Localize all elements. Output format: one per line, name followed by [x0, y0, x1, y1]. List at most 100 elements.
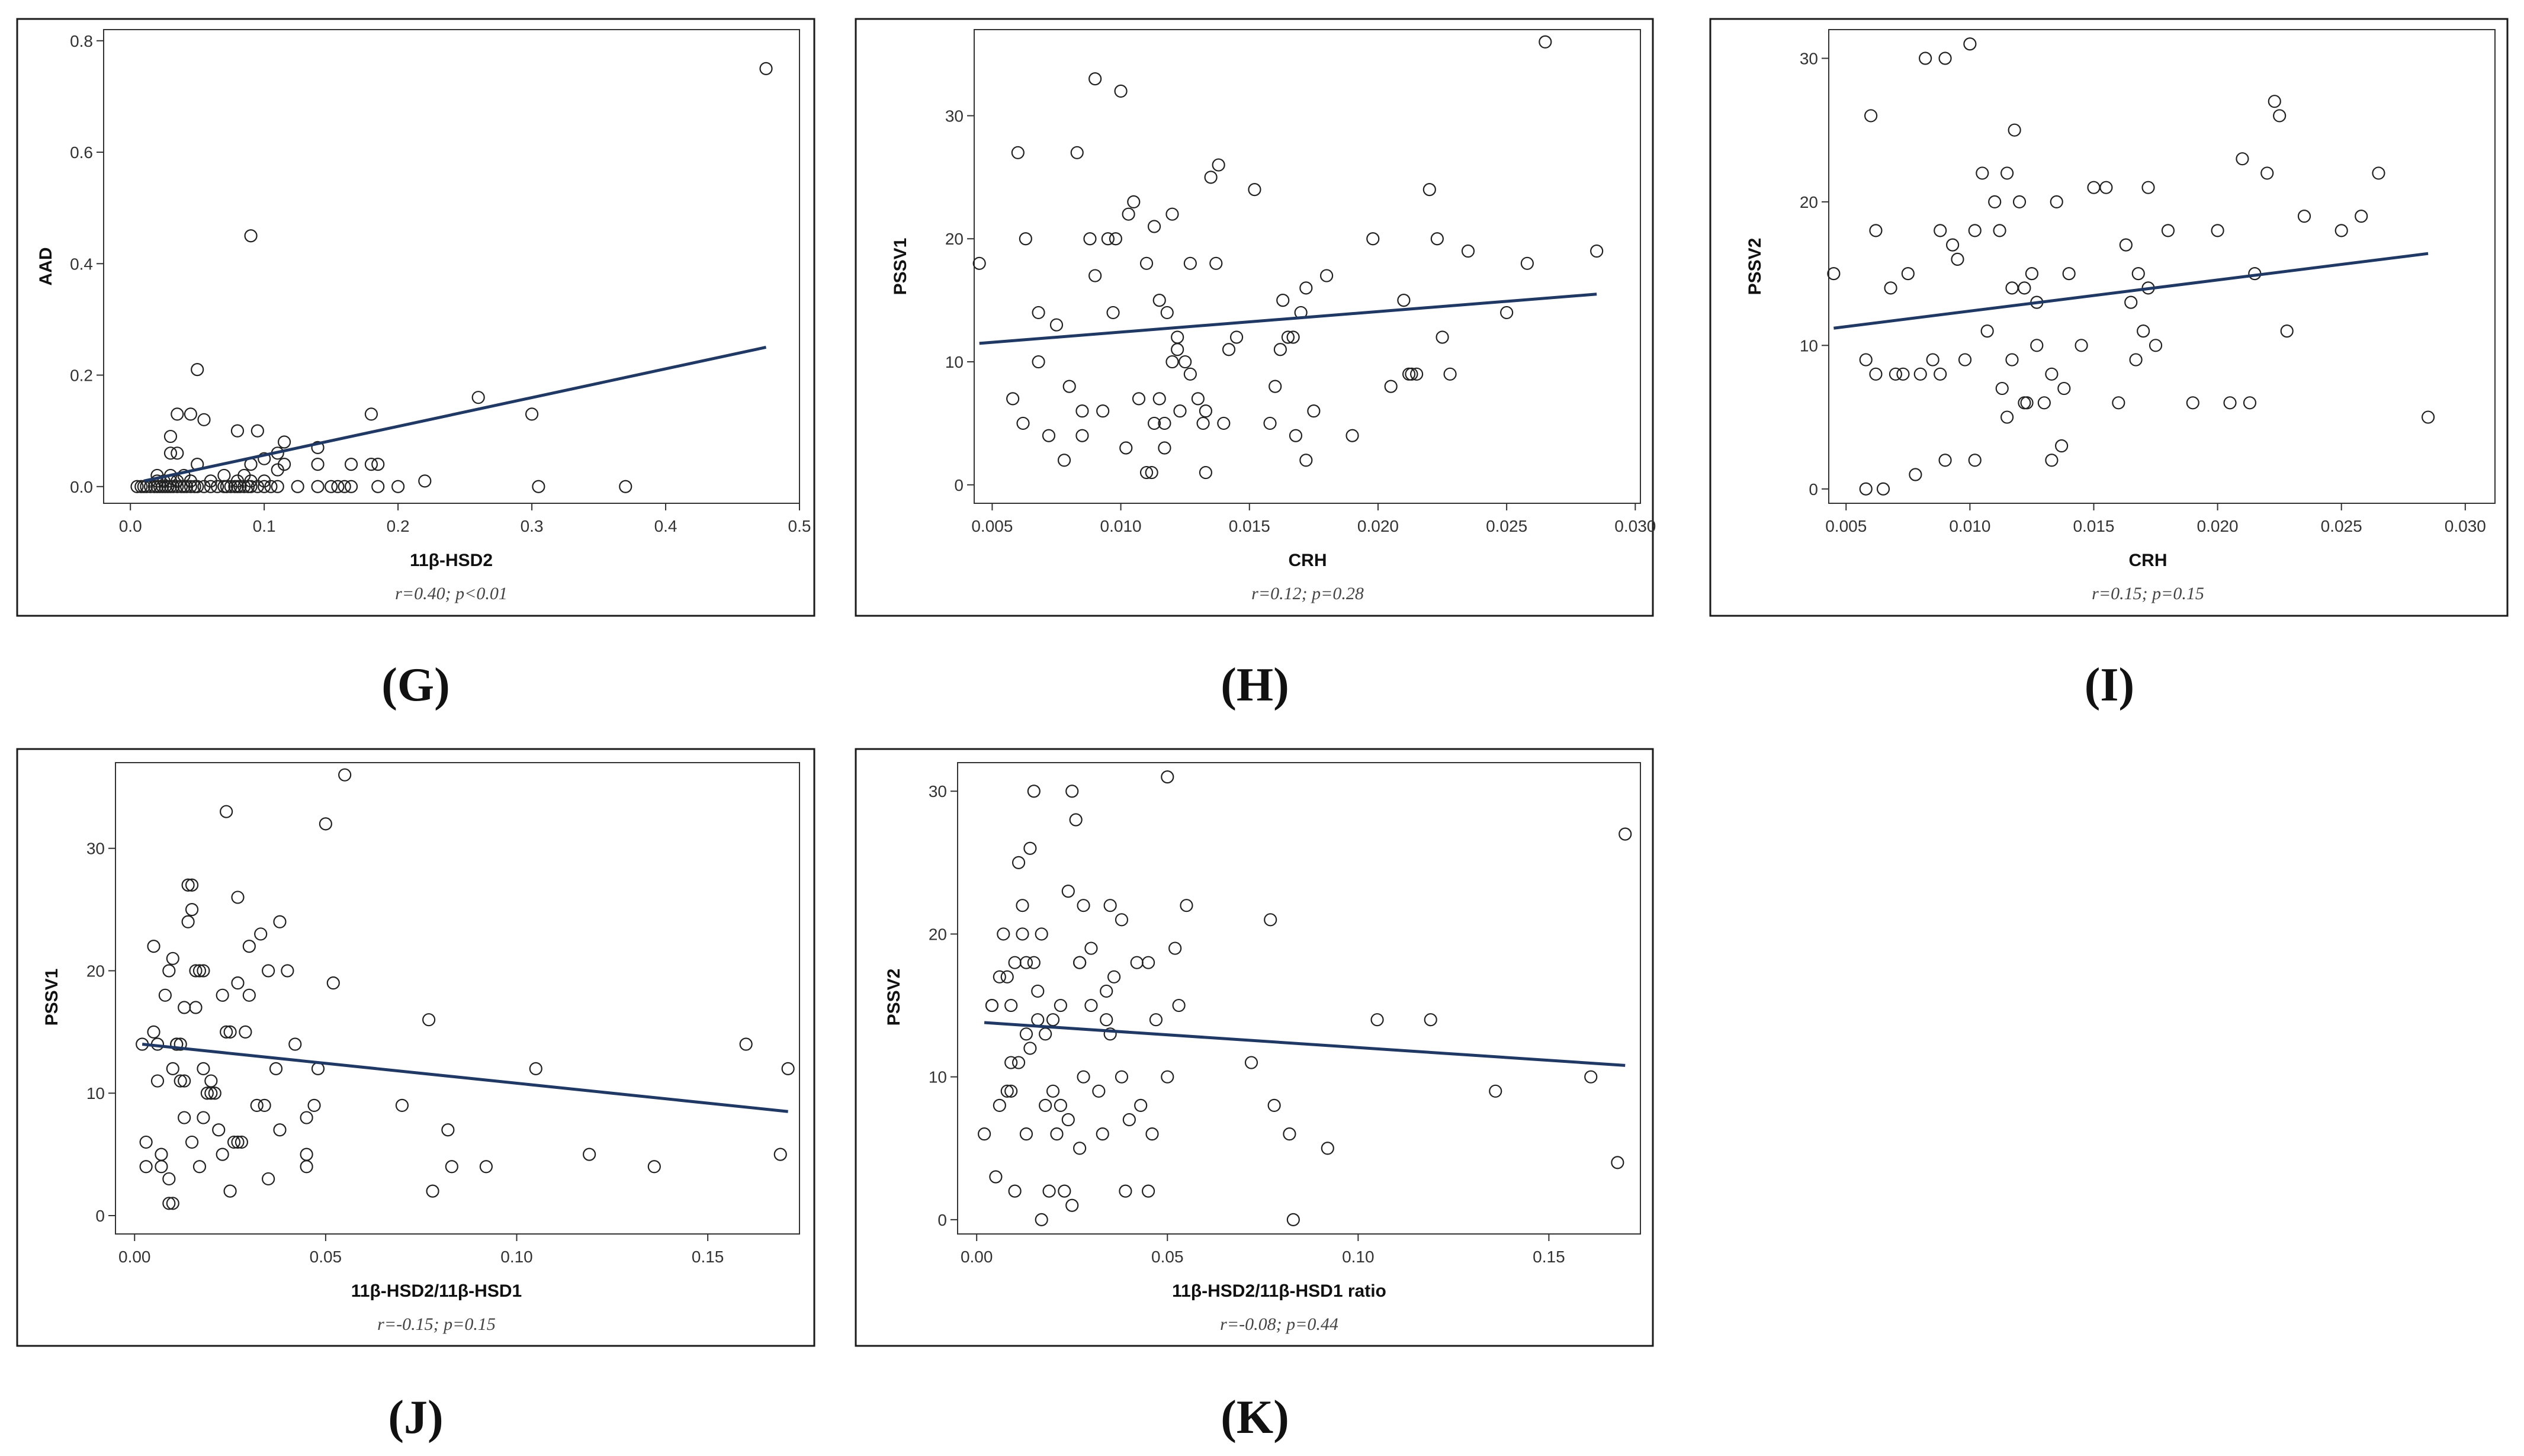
y-tick-label: 0.4	[70, 255, 93, 273]
data-point	[1092, 1084, 1106, 1098]
y-tick-label: 0	[954, 476, 964, 494]
correlation-stat: r=0.15; p=0.15	[2092, 584, 2204, 603]
data-point	[1539, 35, 1552, 49]
x-tick-label: 0.05	[1151, 1248, 1184, 1266]
data-point	[220, 1025, 233, 1039]
data-point	[242, 940, 256, 953]
data-point	[1161, 1070, 1174, 1084]
data-point	[1065, 1198, 1079, 1212]
data-point	[1070, 146, 1084, 159]
data-point	[1938, 454, 1952, 467]
data-point	[1934, 224, 1947, 237]
y-axis-ticks: 0 10 20 30	[945, 107, 974, 494]
data-point	[1152, 392, 1166, 406]
data-point	[184, 407, 197, 421]
data-point	[1204, 171, 1218, 184]
data-point	[281, 964, 294, 978]
correlation-stat: r=0.40; p<0.01	[395, 584, 508, 603]
data-point	[1158, 416, 1171, 430]
panel-i: 0.005 0.010 0.015 0.020 0.025 0.030 0 10 20 30 C…	[1709, 18, 2509, 711]
x-tick-label: 0.005	[1825, 517, 1867, 535]
scatter-points	[977, 770, 1632, 1226]
data-point	[1951, 252, 1964, 266]
data-point	[2012, 195, 2027, 209]
data-point	[216, 988, 229, 1002]
data-point	[155, 1148, 168, 1161]
x-tick-label: 0.0	[119, 517, 142, 535]
x-axis-label: 11β-HSD2	[410, 551, 493, 570]
data-point	[1023, 1042, 1037, 1055]
y-tick-label: 0.6	[70, 143, 93, 162]
data-point	[2099, 181, 2113, 194]
data-point	[1520, 256, 1534, 270]
data-point	[1096, 1127, 1109, 1141]
data-point	[985, 998, 999, 1013]
data-point	[1196, 416, 1210, 430]
x-tick-label: 0.005	[971, 517, 1013, 535]
data-point	[178, 1111, 191, 1124]
x-tick-label: 0.5	[788, 517, 811, 535]
y-axis-label: PSSV1	[891, 238, 910, 295]
data-point	[2421, 410, 2435, 424]
data-point	[1461, 244, 1475, 258]
data-point	[1147, 416, 1161, 430]
regression-line	[142, 1043, 788, 1113]
data-point	[307, 1098, 321, 1113]
x-axis-label: 11β-HSD2/11β-HSD1 ratio	[1172, 1281, 1386, 1301]
data-point	[1281, 330, 1295, 344]
data-point	[619, 480, 632, 493]
data-point	[1122, 207, 1135, 221]
data-point	[1054, 1098, 1068, 1113]
data-point	[271, 480, 284, 493]
data-point	[1035, 1213, 1048, 1226]
x-tick-label: 0.010	[1949, 517, 1990, 535]
data-point	[1183, 367, 1197, 381]
x-tick-label: 0.4	[654, 517, 677, 535]
data-point	[479, 1160, 493, 1174]
y-tick-label: 10	[929, 1068, 947, 1087]
data-point	[1299, 281, 1313, 295]
data-point	[189, 964, 203, 978]
data-point	[1134, 1098, 1148, 1113]
data-point	[1011, 856, 1026, 869]
data-point	[344, 480, 358, 493]
data-point	[1011, 1056, 1026, 1069]
y-tick-label: 0	[937, 1211, 947, 1229]
data-point	[191, 363, 204, 377]
data-point	[972, 256, 986, 270]
data-point	[1611, 1156, 1624, 1169]
data-point	[2018, 281, 2031, 295]
data-point	[1926, 353, 1939, 367]
data-point	[1346, 429, 1359, 442]
data-point	[174, 1037, 187, 1051]
data-point	[1039, 1098, 1052, 1113]
x-axis-ticks: 0.005 0.010 0.015 0.020 0.025 0.030	[1825, 503, 2486, 535]
data-point	[1058, 1184, 1071, 1198]
data-point	[227, 1135, 241, 1149]
data-point	[781, 1062, 795, 1075]
data-point	[1101, 232, 1115, 246]
plot-area	[1828, 29, 2496, 504]
data-point	[178, 1074, 191, 1088]
data-point	[997, 927, 1010, 941]
x-tick-label: 0.2	[387, 517, 410, 535]
data-point	[426, 1184, 439, 1198]
data-point	[212, 1123, 226, 1137]
data-point	[2030, 339, 2044, 352]
data-point	[251, 424, 264, 438]
data-point	[319, 817, 332, 831]
x-tick-label: 0.025	[1486, 517, 1527, 535]
y-tick-label: 10	[86, 1084, 105, 1103]
data-point	[1075, 429, 1089, 442]
panel-label: (J)	[388, 1391, 443, 1444]
data-point	[291, 480, 304, 493]
data-point	[1088, 72, 1102, 86]
data-point	[1269, 380, 1282, 393]
x-tick-label: 0.3	[521, 517, 544, 535]
data-point	[2025, 267, 2039, 281]
data-point	[1968, 224, 1982, 237]
panel-frame	[16, 748, 815, 1347]
data-point	[273, 1123, 287, 1137]
data-point	[174, 1074, 187, 1088]
